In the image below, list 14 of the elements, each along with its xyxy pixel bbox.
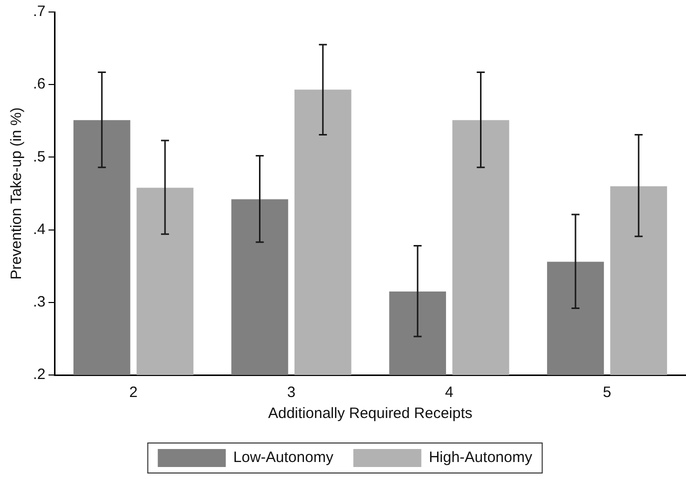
x-axis-title: Additionally Required Receipts	[268, 405, 472, 422]
y-tick-label: .7	[32, 3, 46, 20]
x-tick-label: 2	[129, 384, 138, 402]
x-tick-label: 4	[445, 384, 454, 402]
y-tick-label: .6	[32, 76, 46, 93]
x-tick-label: 3	[287, 384, 296, 402]
x-tick-label: 5	[602, 384, 612, 402]
y-tick-label: .5	[32, 148, 46, 166]
legend-label: Low-Autonomy	[233, 449, 334, 466]
legend-label: High-Autonomy	[428, 449, 533, 466]
y-tick-label: .2	[32, 366, 46, 384]
y-axis-title: Prevention Take-up (in %)	[8, 107, 26, 280]
y-tick-label: .3	[32, 294, 46, 311]
y-tick-label: .4	[32, 220, 46, 238]
